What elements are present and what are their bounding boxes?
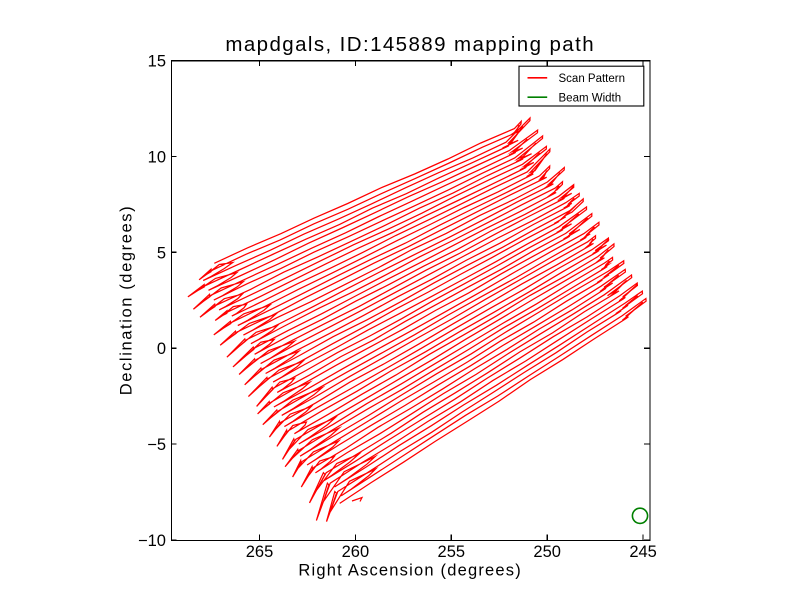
svg-text:Right Ascension (degrees): Right Ascension (degrees) [298, 562, 522, 580]
svg-text:0: 0 [157, 340, 166, 358]
svg-text:10: 10 [148, 148, 166, 166]
svg-text:250: 250 [533, 543, 561, 561]
svg-text:−5: −5 [147, 436, 166, 454]
svg-text:mapdgals, ID:145889 mapping pa: mapdgals, ID:145889 mapping path [225, 33, 595, 56]
svg-text:255: 255 [438, 543, 466, 561]
svg-text:Declination (degrees): Declination (degrees) [118, 205, 136, 395]
svg-text:15: 15 [148, 53, 166, 71]
svg-text:−10: −10 [138, 532, 166, 550]
svg-text:265: 265 [246, 543, 274, 561]
svg-text:5: 5 [157, 244, 166, 262]
svg-text:Scan Pattern: Scan Pattern [559, 73, 625, 85]
svg-text:245: 245 [629, 543, 657, 561]
svg-text:Beam Width: Beam Width [559, 92, 622, 104]
svg-text:260: 260 [342, 543, 370, 561]
